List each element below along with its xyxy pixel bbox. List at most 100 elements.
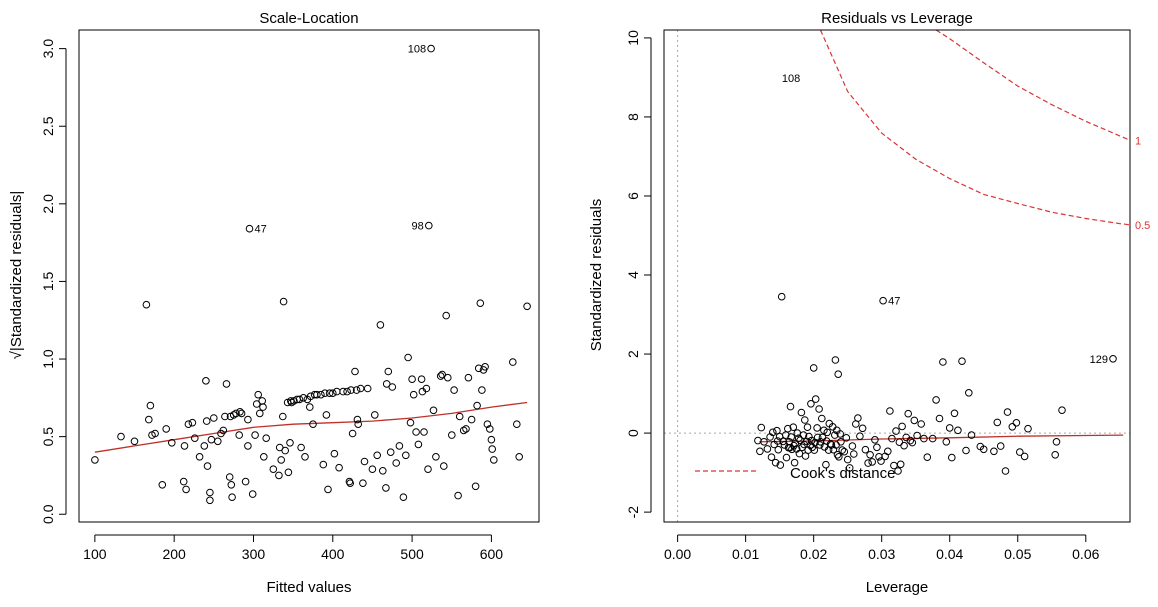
scale-location-x-axis: 100 200 300 400 500 600 (83, 534, 504, 562)
data-point (297, 443, 305, 452)
data-point (515, 453, 524, 461)
residuals-vs-leverage-plot-frame (663, 29, 1131, 523)
data-point (886, 407, 894, 415)
data-point (284, 468, 293, 477)
data-point (917, 420, 926, 428)
data-point (235, 431, 243, 439)
data-point (309, 420, 317, 429)
data-point (836, 430, 845, 438)
data-point (379, 467, 387, 475)
data-point (359, 479, 367, 488)
data-point (896, 460, 905, 469)
y-tick-label: -2 (625, 506, 641, 519)
data-point (920, 434, 928, 443)
data-point (993, 418, 1002, 427)
x-tick-label: 300 (242, 546, 266, 562)
data-point (219, 426, 228, 435)
data-point (906, 436, 915, 445)
x-tick-label: 600 (480, 546, 504, 562)
data-point (130, 437, 139, 446)
data-point (406, 418, 415, 427)
data-point (351, 367, 359, 376)
data-point (965, 389, 973, 397)
x-tick-label: 0.00 (664, 546, 691, 562)
residuals-vs-leverage-smooth-line (759, 434, 1124, 443)
data-point (845, 464, 854, 472)
data-point (1003, 408, 1012, 416)
data-point (373, 451, 382, 460)
data-point (900, 441, 908, 450)
scale-location-y-axis-label: √|Standardized residuals| (8, 191, 25, 360)
y-tick-label: 2.5 (40, 116, 56, 136)
data-point (244, 415, 252, 424)
data-point (904, 409, 913, 418)
data-point (444, 373, 452, 382)
data-point (754, 436, 762, 445)
data-point (275, 443, 284, 452)
data-point (932, 396, 940, 404)
data-point (248, 490, 257, 498)
data-point (464, 373, 473, 382)
data-point (352, 386, 361, 394)
data-point (757, 423, 766, 432)
data-point (424, 465, 432, 474)
y-tick-label: 0.5 (40, 427, 56, 447)
data-point (286, 439, 294, 447)
data-point (788, 445, 796, 454)
data-point (356, 384, 365, 393)
data-point (281, 446, 290, 455)
residuals-vs-leverage-x-axis-label: Leverage (866, 579, 929, 596)
data-point (207, 435, 216, 444)
data-point (442, 311, 451, 320)
data-point (382, 380, 391, 388)
data-point (879, 296, 887, 305)
data-point (910, 416, 919, 425)
data-point (368, 465, 377, 474)
data-point (871, 436, 879, 444)
data-point (301, 453, 309, 461)
data-point (145, 415, 153, 424)
data-point (438, 370, 447, 379)
data-point (258, 397, 267, 405)
scale-location-plot: Scale-Location Fitted values √|Standardi… (8, 10, 540, 596)
data-point (425, 221, 433, 230)
data-point (843, 455, 852, 464)
y-tick-label: 8 (625, 113, 641, 121)
data-point (1052, 438, 1061, 446)
data-point (833, 451, 842, 459)
data-point (184, 420, 193, 429)
data-point (848, 442, 857, 450)
data-point (262, 434, 271, 443)
data-point (321, 389, 329, 398)
data-point (462, 425, 470, 433)
data-point (162, 425, 170, 433)
data-point (777, 292, 786, 301)
y-tick-label: 0 (625, 429, 641, 437)
data-point (195, 453, 204, 461)
data-point (432, 453, 440, 461)
data-point (486, 425, 494, 433)
data-point (448, 431, 456, 439)
data-point (840, 447, 849, 456)
data-point (414, 440, 423, 449)
x-tick-label: 0.01 (732, 546, 759, 562)
data-point (810, 446, 819, 454)
data-point (384, 367, 393, 376)
data-point (816, 441, 824, 449)
data-point (790, 458, 799, 467)
data-point (892, 427, 900, 435)
data-point (811, 395, 820, 403)
data-point (888, 434, 896, 443)
y-tick-label: 2 (625, 350, 641, 358)
data-point (771, 458, 780, 467)
data-point (188, 418, 197, 427)
data-point (237, 409, 246, 418)
data-point (835, 453, 843, 461)
point-label: 98 (412, 221, 424, 233)
data-point (180, 442, 189, 450)
data-point (299, 394, 308, 402)
residuals-vs-leverage-x-axis: 0.00 0.01 0.02 0.03 0.04 0.05 0.06 (664, 534, 1100, 562)
data-point (774, 445, 783, 454)
data-point (333, 387, 341, 396)
